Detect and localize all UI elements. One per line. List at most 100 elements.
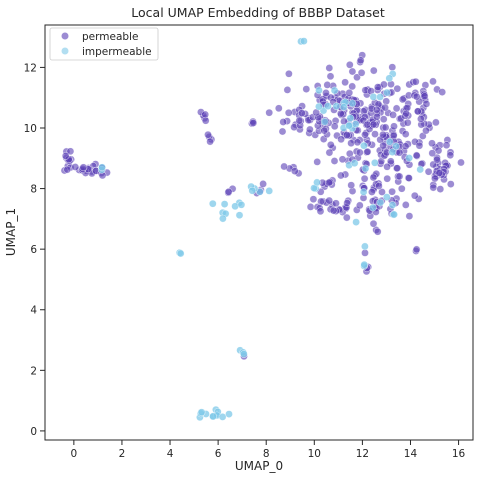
point-permeable	[446, 180, 455, 188]
point-permeable	[382, 97, 391, 106]
point-permeable	[206, 137, 214, 146]
point-permeable	[405, 212, 414, 220]
point-impermeable	[98, 163, 106, 172]
legend: permeable impermeable	[49, 27, 159, 61]
point-permeable	[388, 63, 397, 71]
legend-marker-impermeable	[61, 47, 69, 55]
point-impermeable	[370, 158, 379, 167]
point-permeable	[379, 115, 388, 123]
point-permeable	[360, 174, 369, 183]
point-permeable	[393, 164, 402, 172]
point-impermeable	[360, 141, 368, 150]
point-impermeable	[385, 74, 394, 83]
point-permeable	[389, 111, 397, 119]
point-permeable	[401, 201, 410, 209]
point-permeable	[295, 116, 304, 125]
point-permeable	[79, 163, 88, 172]
point-permeable	[71, 163, 80, 171]
point-permeable	[457, 158, 465, 167]
point-permeable	[224, 187, 233, 196]
point-permeable	[395, 172, 404, 181]
point-permeable	[338, 155, 347, 164]
point-permeable	[369, 219, 378, 228]
point-impermeable	[352, 218, 360, 226]
point-impermeable	[315, 102, 323, 111]
point-permeable	[410, 191, 419, 200]
point-permeable	[249, 119, 258, 127]
x-tick-label: 16	[452, 448, 466, 460]
point-permeable	[415, 141, 424, 150]
x-axis: 0 2 4 6 8 10 12 14 16	[71, 440, 466, 460]
point-permeable	[424, 167, 433, 176]
point-permeable	[369, 120, 378, 129]
y-tick-label: 6	[30, 244, 37, 256]
point-permeable	[323, 81, 332, 89]
point-permeable	[386, 157, 395, 166]
point-impermeable	[385, 137, 394, 146]
point-permeable	[398, 95, 407, 104]
x-tick-label: 10	[308, 448, 321, 460]
point-permeable	[66, 147, 75, 156]
point-impermeable	[324, 102, 332, 110]
point-permeable	[337, 135, 345, 144]
point-permeable	[388, 187, 396, 196]
point-permeable	[325, 64, 334, 72]
point-permeable	[265, 108, 274, 117]
x-tick-label: 2	[119, 448, 126, 460]
y-axis: 0 2 4 6 8 10 12	[24, 62, 45, 438]
point-permeable	[375, 182, 383, 190]
point-permeable	[326, 72, 335, 81]
point-impermeable	[416, 165, 425, 174]
point-impermeable	[350, 159, 359, 167]
x-tick-label: 4	[167, 448, 174, 460]
point-permeable	[429, 77, 437, 86]
point-permeable	[378, 188, 386, 196]
point-permeable	[306, 125, 314, 134]
point-impermeable	[392, 142, 400, 151]
x-tick-label: 8	[263, 448, 270, 460]
x-tick-label: 6	[215, 448, 222, 460]
point-permeable	[348, 82, 357, 91]
point-permeable	[379, 130, 387, 139]
y-tick-label: 2	[30, 365, 37, 377]
point-impermeable	[218, 413, 227, 421]
y-tick-label: 0	[30, 426, 37, 438]
point-impermeable	[388, 201, 397, 209]
point-permeable	[353, 73, 361, 82]
point-permeable	[325, 148, 334, 157]
point-impermeable	[231, 202, 239, 211]
point-impermeable	[388, 148, 397, 156]
point-permeable	[369, 66, 378, 75]
point-impermeable	[265, 187, 274, 195]
point-impermeable	[382, 193, 391, 201]
point-permeable	[397, 184, 406, 193]
point-permeable	[383, 162, 391, 171]
point-permeable	[402, 109, 411, 118]
point-permeable	[353, 138, 362, 147]
point-permeable	[433, 155, 441, 164]
point-permeable	[274, 104, 283, 113]
point-permeable	[428, 139, 436, 148]
point-permeable	[405, 174, 413, 182]
point-permeable	[341, 78, 349, 87]
point-impermeable	[209, 412, 217, 421]
point-permeable	[438, 88, 447, 96]
y-axis-label: UMAP_1	[4, 208, 18, 256]
point-permeable	[372, 105, 381, 114]
point-impermeable	[348, 99, 357, 108]
point-permeable	[332, 199, 340, 208]
point-permeable	[381, 103, 389, 112]
plot-frame	[44, 24, 474, 441]
point-permeable	[347, 181, 356, 189]
point-impermeable	[360, 260, 369, 269]
point-permeable	[357, 69, 366, 77]
point-impermeable	[345, 121, 353, 130]
point-permeable	[431, 174, 439, 183]
x-tick-label: 12	[356, 448, 369, 460]
point-impermeable	[235, 211, 244, 219]
legend-marker-permeable	[61, 32, 69, 40]
point-permeable	[361, 249, 369, 257]
point-permeable	[290, 167, 299, 175]
point-permeable	[329, 206, 338, 215]
point-impermeable	[197, 408, 206, 417]
